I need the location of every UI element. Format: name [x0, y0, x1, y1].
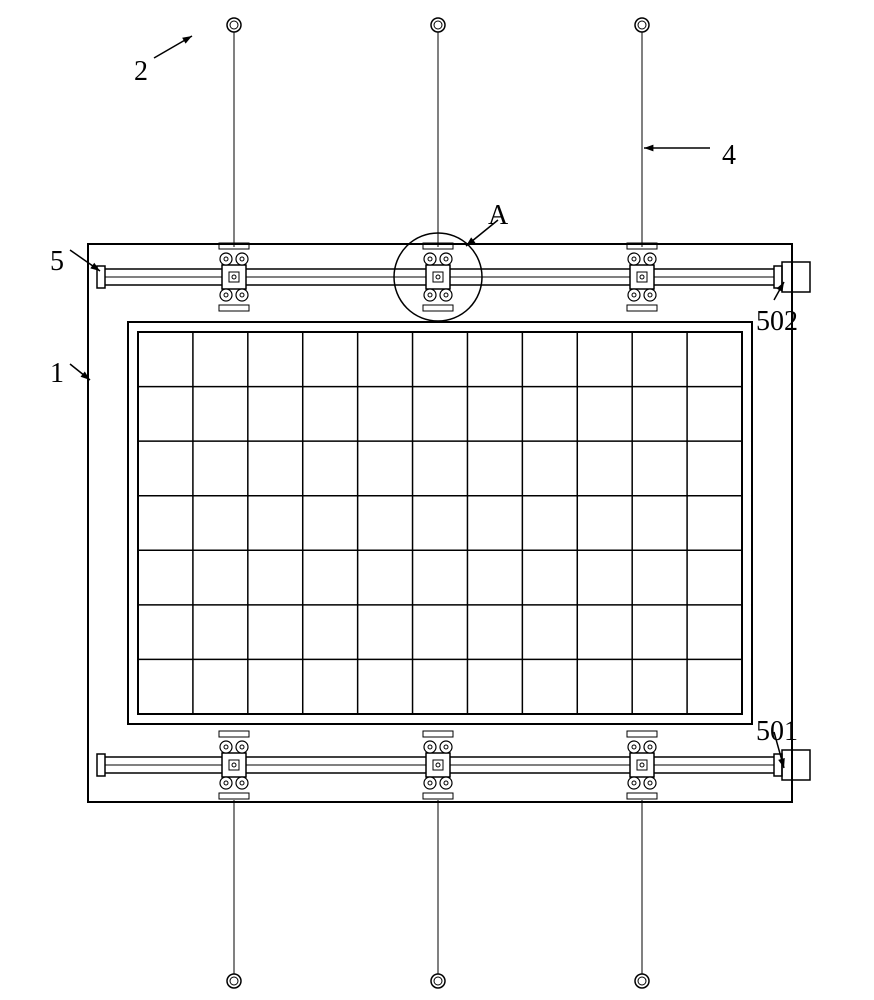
label-501: 501 — [756, 716, 798, 748]
label-2: 2 — [134, 56, 148, 88]
label-5: 5 — [50, 246, 64, 278]
label-A: A — [488, 200, 508, 232]
label-1: 1 — [50, 358, 64, 390]
technical-drawing — [0, 0, 874, 1000]
label-502: 502 — [756, 306, 798, 338]
label-4: 4 — [722, 140, 736, 172]
